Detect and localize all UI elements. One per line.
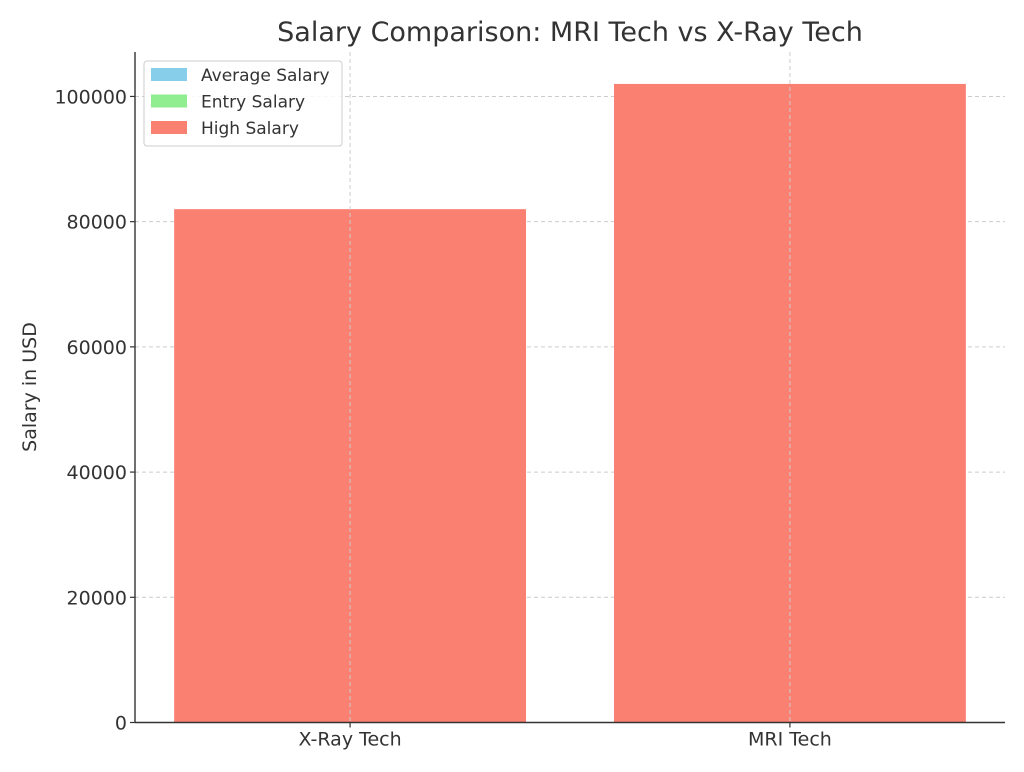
y-tick-label: 40000 [67, 462, 127, 484]
legend-swatch [151, 121, 187, 134]
legend-swatch [151, 68, 187, 81]
x-tick-label: X-Ray Tech [298, 729, 401, 751]
y-tick-label: 60000 [67, 337, 127, 359]
y-tick-label: 80000 [67, 212, 127, 234]
y-tick-label: 0 [115, 713, 127, 735]
axes: 0 20000 40000 60000 80000 100000 X-Ray Tech MRI… [54, 52, 1005, 751]
legend-label: Entry Salary [201, 93, 305, 113]
legend-label: Average Salary [201, 66, 330, 86]
y-tick-label: 100000 [54, 86, 127, 108]
y-tick-label: 20000 [67, 587, 127, 609]
legend-label: High Salary [201, 119, 299, 139]
x-tick-label: MRI Tech [748, 729, 832, 751]
y-axis-label: Salary in USD [19, 322, 41, 452]
legend: Average Salary Entry Salary High Salary [143, 60, 343, 147]
legend-swatch [151, 94, 187, 108]
chart-title: Salary Comparison: MRI Tech vs X-Ray Tec… [277, 17, 863, 48]
bars [174, 52, 966, 723]
legend-box [143, 60, 343, 147]
